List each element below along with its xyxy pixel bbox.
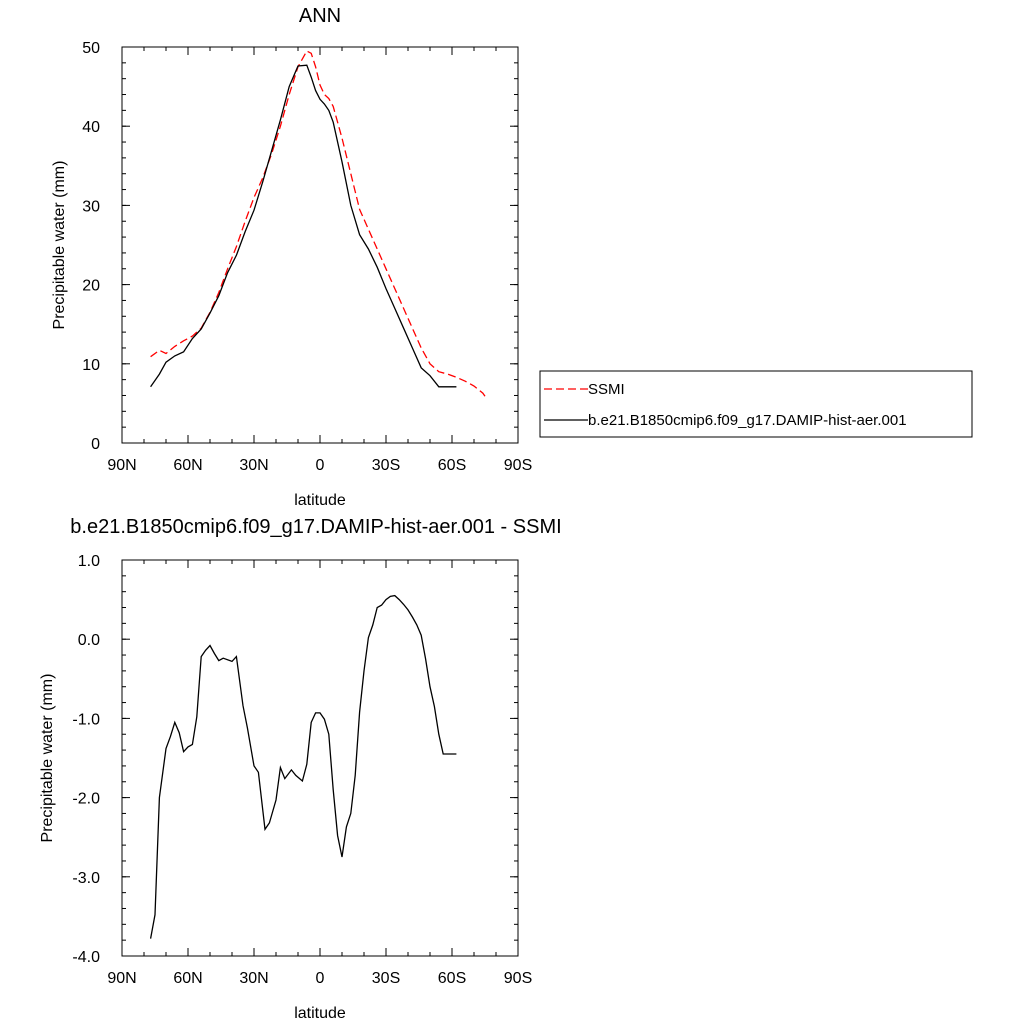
- x-tick-label: 60S: [438, 970, 466, 987]
- series-line-2: [150, 64, 457, 388]
- y-tick-label: 10: [82, 357, 100, 374]
- y-axis-label: Precipitable water (mm): [39, 674, 56, 843]
- x-tick-label: 90S: [504, 970, 532, 987]
- y-tick-label: -1.0: [72, 711, 100, 728]
- chart-panel-1: ANN 90N 60N 30N 0 30S 60S 90S 0 10 20 30 40 50 latitud…: [51, 5, 973, 509]
- legend-box: [539, 370, 973, 438]
- y-axis-label: Precipitable water (mm): [51, 161, 68, 330]
- y-tick-label: -3.0: [72, 870, 100, 887]
- x-tick-label: 30S: [372, 457, 400, 474]
- x-tick-label: 30N: [239, 970, 268, 987]
- y-tick-label: 20: [82, 278, 100, 295]
- x-tick-label: 60N: [173, 457, 202, 474]
- x-axis-label: latitude: [294, 1005, 346, 1022]
- x-tick-label: 30S: [372, 970, 400, 987]
- x-tick-label: 60N: [173, 970, 202, 987]
- legend-label-1: SSMI: [588, 381, 625, 398]
- legend-label-2: b.e21.B1850cmip6.f09_g17.DAMIP-hist-aer.…: [588, 412, 907, 429]
- chart-title: b.e21.B1850cmip6.f09_g17.DAMIP-hist-aer.…: [70, 516, 561, 538]
- y-tick-label: 1.0: [78, 553, 100, 570]
- x-tick-label: 90N: [107, 457, 136, 474]
- plot-frame: [121, 559, 519, 957]
- y-tick-label: -2.0: [72, 791, 100, 808]
- x-tick-label: 60S: [438, 457, 466, 474]
- y-tick-label: 40: [82, 119, 100, 136]
- x-tick-label: 0: [316, 457, 325, 474]
- y-tick-label: 50: [82, 40, 100, 57]
- series-line-1: [150, 50, 486, 397]
- series-line-1: [149, 594, 457, 939]
- y-tick-label: 0: [91, 436, 100, 453]
- y-tick-label: -4.0: [72, 949, 100, 966]
- x-tick-label: 90S: [504, 457, 532, 474]
- legend: SSMI b.e21.B1850cmip6.f09_g17.DAMIP-hist-…: [539, 370, 973, 438]
- y-tick-label: 30: [82, 198, 100, 215]
- chart-panel-2: b.e21.B1850cmip6.f09_g17.DAMIP-hist-aer.…: [39, 516, 562, 1022]
- x-tick-label: 90N: [107, 970, 136, 987]
- plot-frame: [121, 46, 519, 444]
- y-tick-label: 0.0: [78, 632, 100, 649]
- x-tick-label: 30N: [239, 457, 268, 474]
- x-tick-label: 0: [316, 970, 325, 987]
- chart-title: ANN: [299, 5, 341, 27]
- x-axis-label: latitude: [294, 492, 346, 509]
